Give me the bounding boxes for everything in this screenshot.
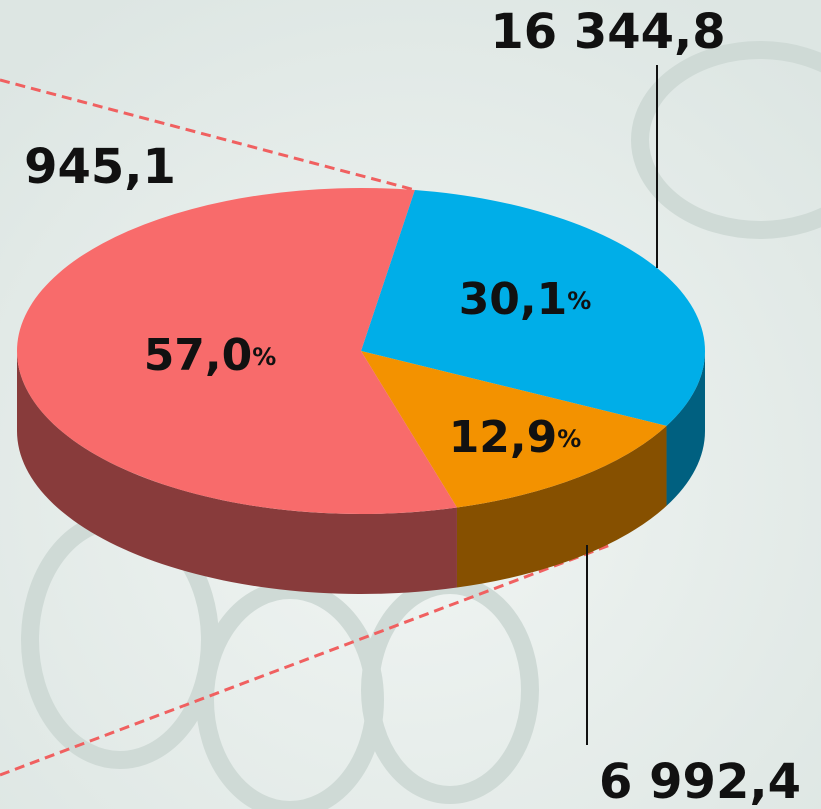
zoom-line bbox=[0, 78, 416, 192]
slice bbox=[361, 351, 667, 508]
slice-side bbox=[456, 425, 667, 588]
data-label: 57,0% bbox=[144, 330, 277, 381]
amount-label: 6 992,4 bbox=[599, 754, 801, 809]
data-label-unit: % bbox=[557, 425, 581, 453]
data-label: 30,1% bbox=[459, 274, 592, 325]
data-label-value: 12,9 bbox=[449, 412, 558, 463]
slice bbox=[16, 188, 457, 514]
amount-label: 945,1 bbox=[24, 139, 176, 195]
data-label-value: 30,1 bbox=[459, 274, 568, 325]
slice-side bbox=[666, 351, 705, 506]
data-label-value: 57,0 bbox=[144, 330, 253, 381]
slice bbox=[361, 190, 705, 426]
data-label-unit: % bbox=[252, 343, 276, 371]
zoom-line bbox=[0, 543, 611, 777]
amount-label: 16 344,8 bbox=[490, 4, 725, 60]
pie bbox=[16, 188, 705, 594]
data-label-unit: % bbox=[567, 287, 591, 315]
data-label: 12,9% bbox=[449, 412, 582, 463]
slice-side bbox=[17, 351, 457, 594]
